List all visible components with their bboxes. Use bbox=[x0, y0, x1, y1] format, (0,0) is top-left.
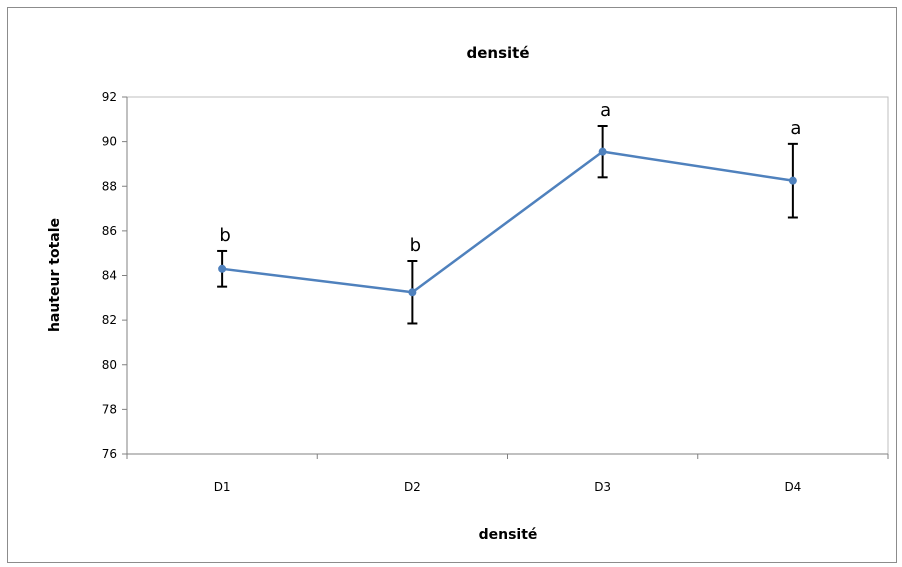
plot-area bbox=[126, 96, 889, 455]
data-point bbox=[598, 147, 607, 156]
axes bbox=[122, 96, 889, 459]
y-axis-title: hauteur totale bbox=[47, 218, 63, 332]
y-tick-label: 92 bbox=[102, 90, 117, 104]
data-point bbox=[788, 176, 797, 185]
x-axis-title: densité bbox=[479, 527, 538, 543]
series-line-group bbox=[221, 150, 794, 294]
y-tick-label: 86 bbox=[102, 224, 117, 238]
y-tick-label: 90 bbox=[102, 135, 117, 149]
x-tick-label: D1 bbox=[214, 480, 231, 494]
x-tick-label: D3 bbox=[594, 480, 611, 494]
chart-svg: densité 76 78 80 82 84 86 88 90 92 D1 D2 D3 D4 b b a a… bbox=[47, 44, 889, 543]
data-points bbox=[218, 147, 797, 297]
significance-letter: a bbox=[600, 100, 611, 121]
data-point bbox=[218, 264, 227, 273]
significance-letter: a bbox=[790, 118, 801, 139]
significance-letters: b b a a bbox=[219, 100, 801, 256]
y-tick-labels: 76 78 80 82 84 86 88 90 92 bbox=[102, 90, 117, 461]
x-tick-label: D2 bbox=[404, 480, 421, 494]
series-line bbox=[221, 150, 794, 294]
significance-letter: b bbox=[219, 225, 230, 246]
data-point bbox=[408, 288, 417, 297]
chart-title: densité bbox=[466, 44, 529, 62]
chart-frame: densité 76 78 80 82 84 86 88 90 92 D1 D2 D3 D4 b b a a… bbox=[7, 7, 897, 563]
x-tick-labels: D1 D2 D3 D4 bbox=[214, 480, 802, 494]
x-tick-label: D4 bbox=[784, 480, 801, 494]
y-tick-label: 78 bbox=[102, 402, 117, 416]
significance-letter: b bbox=[410, 235, 421, 256]
y-tick-label: 76 bbox=[102, 447, 117, 461]
y-tick-label: 82 bbox=[102, 313, 117, 327]
y-tick-label: 88 bbox=[102, 179, 117, 193]
y-tick-label: 80 bbox=[102, 358, 117, 372]
y-tick-label: 84 bbox=[102, 269, 117, 283]
